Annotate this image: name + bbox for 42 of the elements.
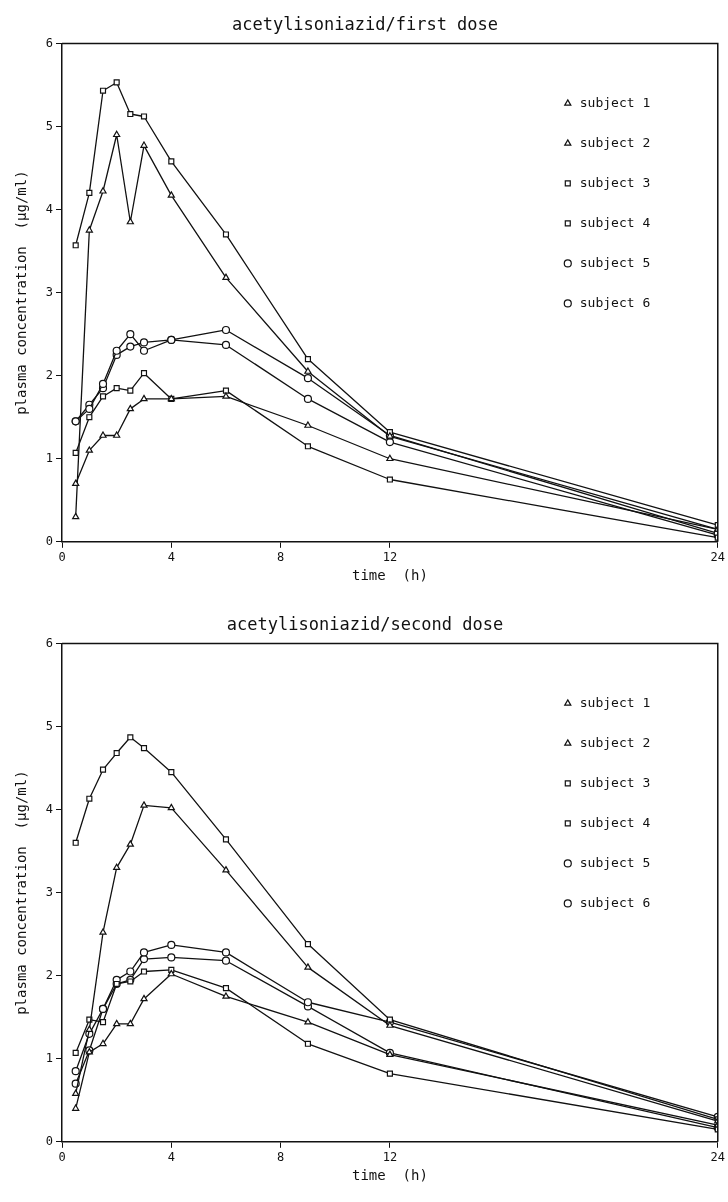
y-tick-label: 2 (45, 367, 54, 382)
x-tick-label: 8 (276, 550, 285, 565)
legend-label: subject 1 (579, 94, 651, 110)
x-tick-label: 24 (710, 550, 725, 565)
x-tick-label: 0 (58, 550, 66, 565)
x-axis-title: time (h) (351, 1167, 428, 1184)
legend-label: subject 3 (579, 174, 651, 190)
x-tick-label: 4 (167, 1150, 175, 1165)
x-tick-label: 8 (276, 1150, 285, 1165)
x-tick-label: 12 (382, 1150, 398, 1165)
legend-label: subject 6 (579, 294, 651, 310)
y-tick-label: 0 (45, 1133, 54, 1148)
x-tick-label: 24 (710, 1150, 725, 1165)
legend-label: subject 2 (579, 734, 651, 750)
x-tick-label: 12 (382, 550, 398, 565)
legend-label: subject 5 (579, 254, 651, 270)
y-tick-label: 5 (45, 718, 54, 733)
legend-label: subject 2 (579, 134, 651, 150)
legend-label: subject 4 (579, 214, 651, 230)
x-tick-label: 0 (58, 1150, 66, 1165)
legend-label: subject 1 (579, 694, 651, 710)
chart-title: acetylisoniazid/second dose (226, 613, 504, 634)
y-tick-label: 0 (45, 533, 54, 548)
y-tick-label: 1 (45, 1050, 54, 1065)
y-tick-label: 6 (45, 635, 54, 650)
legend-label: subject 5 (579, 854, 651, 870)
chart-title: acetylisoniazid/first dose (231, 13, 499, 34)
y-tick-label: 5 (45, 118, 54, 133)
y-tick-label: 3 (45, 284, 54, 299)
y-axis-title: plasma concentration (µg/ml) (13, 770, 30, 1015)
y-tick-label: 6 (45, 35, 54, 50)
x-tick-label: 4 (167, 550, 175, 565)
y-tick-label: 3 (45, 884, 54, 899)
legend-label: subject 6 (579, 894, 651, 910)
y-tick-label: 4 (45, 201, 54, 216)
x-axis-title: time (h) (351, 567, 428, 584)
y-tick-label: 1 (45, 450, 54, 465)
y-tick-label: 4 (45, 801, 54, 816)
legend-label: subject 4 (579, 814, 651, 830)
y-tick-label: 2 (45, 967, 54, 982)
y-axis-title: plasma concentration (µg/ml) (13, 170, 30, 415)
legend-label: subject 3 (579, 774, 651, 790)
